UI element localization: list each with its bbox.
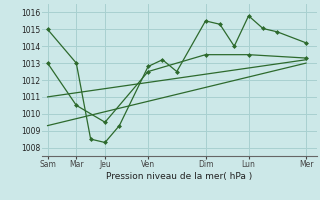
X-axis label: Pression niveau de la mer( hPa ): Pression niveau de la mer( hPa ) (106, 172, 252, 181)
